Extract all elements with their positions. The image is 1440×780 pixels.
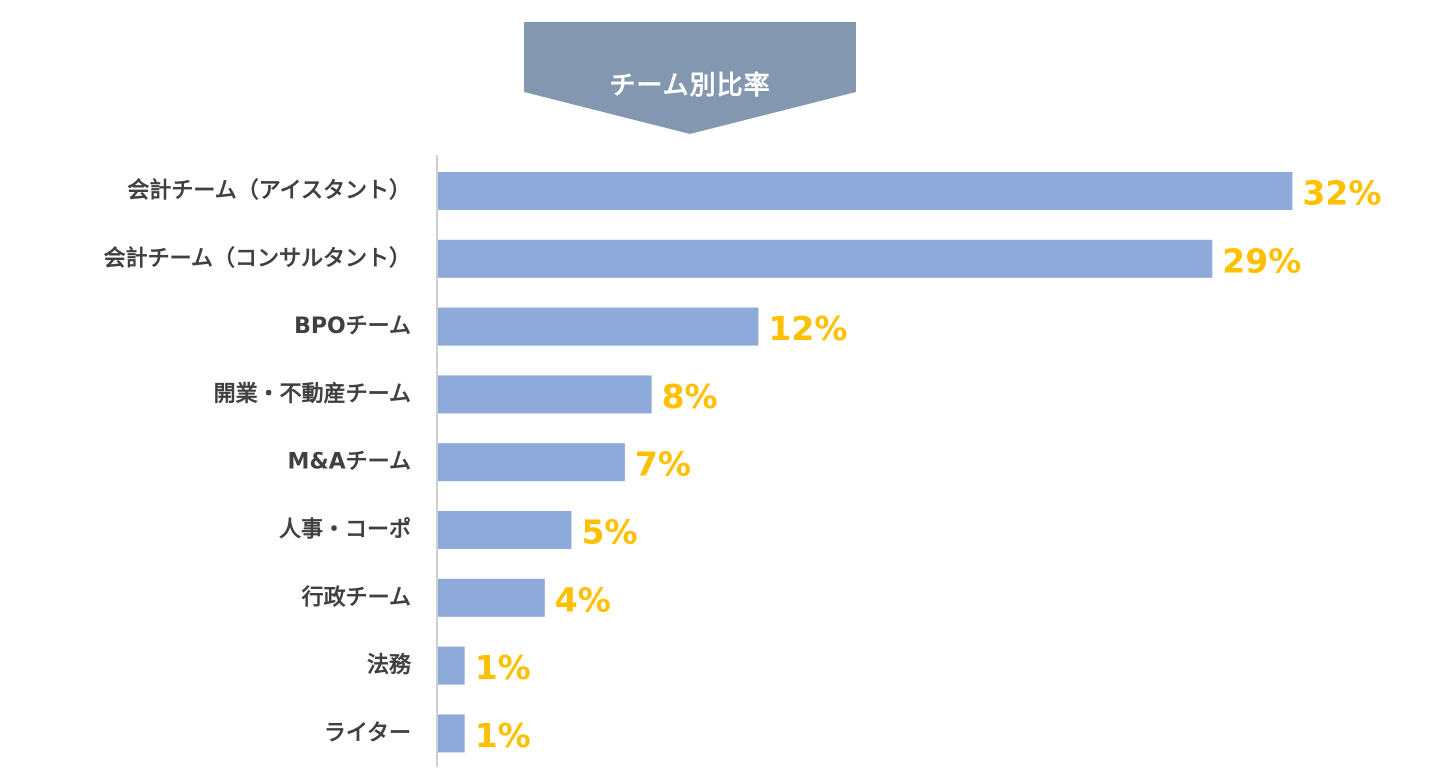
bar-value-label: 29% — [1222, 241, 1301, 280]
category-tick-label: 法務 — [367, 652, 412, 678]
bar — [438, 172, 1293, 210]
bar-value-label: 32% — [1302, 174, 1381, 213]
bar — [438, 239, 1213, 278]
bar-value-label: 12% — [768, 309, 847, 348]
bar-value-label: 7% — [635, 445, 691, 484]
bar — [438, 307, 759, 346]
bar — [438, 714, 465, 753]
bar — [438, 443, 625, 482]
bar-value-label: 5% — [582, 513, 638, 552]
category-tick-label: 開業・不動産チーム — [214, 381, 411, 407]
bar-value-label: 1% — [475, 716, 531, 755]
category-tick-label: 行政チーム — [301, 584, 411, 610]
category-tick-label: 会計チーム（アイスタント） — [127, 178, 411, 204]
chart-title-banner: チーム別比率 — [524, 22, 856, 134]
category-tick-label: 人事・コーポ — [279, 517, 411, 543]
chart-title: チーム別比率 — [609, 71, 771, 101]
bar — [438, 646, 465, 685]
bar-value-label: 1% — [475, 648, 531, 687]
bar — [438, 375, 652, 414]
bar — [438, 511, 572, 549]
category-tick-label: 会計チーム（コンサルタント） — [104, 245, 411, 271]
bar-value-label: 4% — [555, 580, 611, 619]
banner-arrow-shape — [524, 22, 856, 134]
banner-arrow-polygon — [524, 22, 856, 134]
bar-value-label: 8% — [662, 377, 718, 416]
category-tick-label: M&Aチーム — [288, 450, 411, 475]
category-tick-label: BPOチーム — [294, 314, 411, 339]
bar — [438, 578, 545, 617]
category-tick-label: ライター — [324, 721, 411, 746]
